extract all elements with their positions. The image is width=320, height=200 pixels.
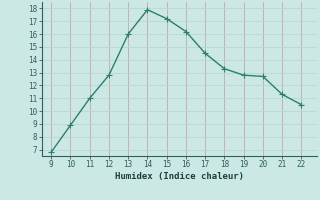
X-axis label: Humidex (Indice chaleur): Humidex (Indice chaleur) bbox=[115, 172, 244, 181]
